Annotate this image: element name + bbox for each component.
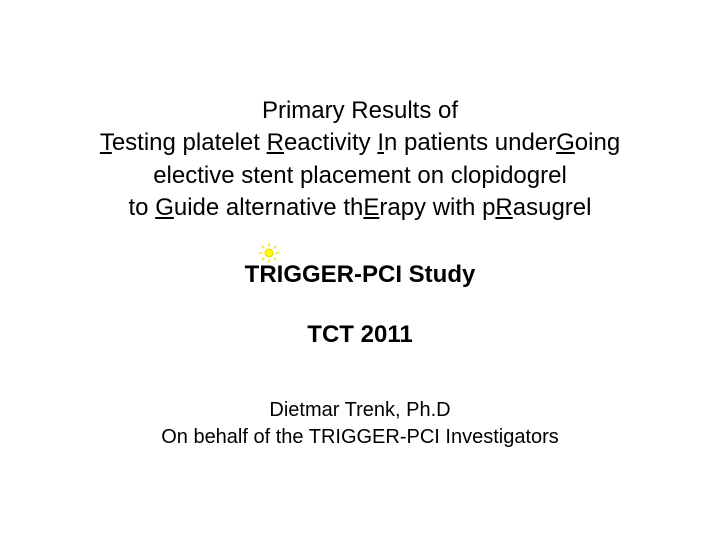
study-title-row: TRIGGER-PCI Study [0, 261, 720, 289]
text: n patients under [384, 129, 556, 156]
underlined-letter: R [267, 129, 284, 156]
underlined-letter: I [377, 129, 384, 156]
author-name: Dietmar Trenk, Ph.D [0, 397, 720, 424]
conference-name: TCT 2011 [0, 321, 720, 349]
title-line-1: Primary Results of [0, 95, 720, 127]
text: asugrel [513, 194, 592, 221]
underlined-letter: T [100, 129, 112, 156]
sun-icon [258, 242, 280, 264]
title-line-3: elective stent placement on clopidogrel [0, 160, 720, 192]
title-line-4: to Guide alternative thErapy with pRasug… [0, 192, 720, 224]
author-block: Dietmar Trenk, Ph.D On behalf of the TRI… [0, 397, 720, 451]
underlined-letter: R [495, 194, 512, 221]
underlined-letter: E [363, 194, 379, 221]
text: esting platelet [112, 129, 267, 156]
underlined-letter: G [556, 129, 575, 156]
study-title: TRIGGER-PCI Study [245, 261, 476, 288]
text: elective stent placement on clopidogrel [153, 162, 567, 189]
text: uide alternative th [174, 194, 363, 221]
text: oing [575, 129, 620, 156]
author-behalf: On behalf of the TRIGGER-PCI Investigato… [0, 424, 720, 451]
slide: Primary Results of Testing platelet Reac… [0, 0, 720, 540]
text: Primary Results of [262, 97, 458, 124]
text: eactivity [284, 129, 377, 156]
text: rapy with p [379, 194, 495, 221]
text: to [129, 194, 156, 221]
underlined-letter: G [155, 194, 174, 221]
title-line-2: Testing platelet Reactivity In patients … [0, 127, 720, 159]
